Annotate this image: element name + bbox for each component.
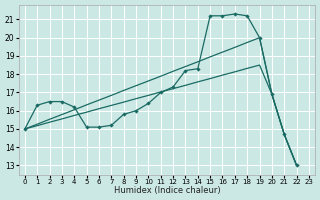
X-axis label: Humidex (Indice chaleur): Humidex (Indice chaleur) xyxy=(114,186,220,195)
